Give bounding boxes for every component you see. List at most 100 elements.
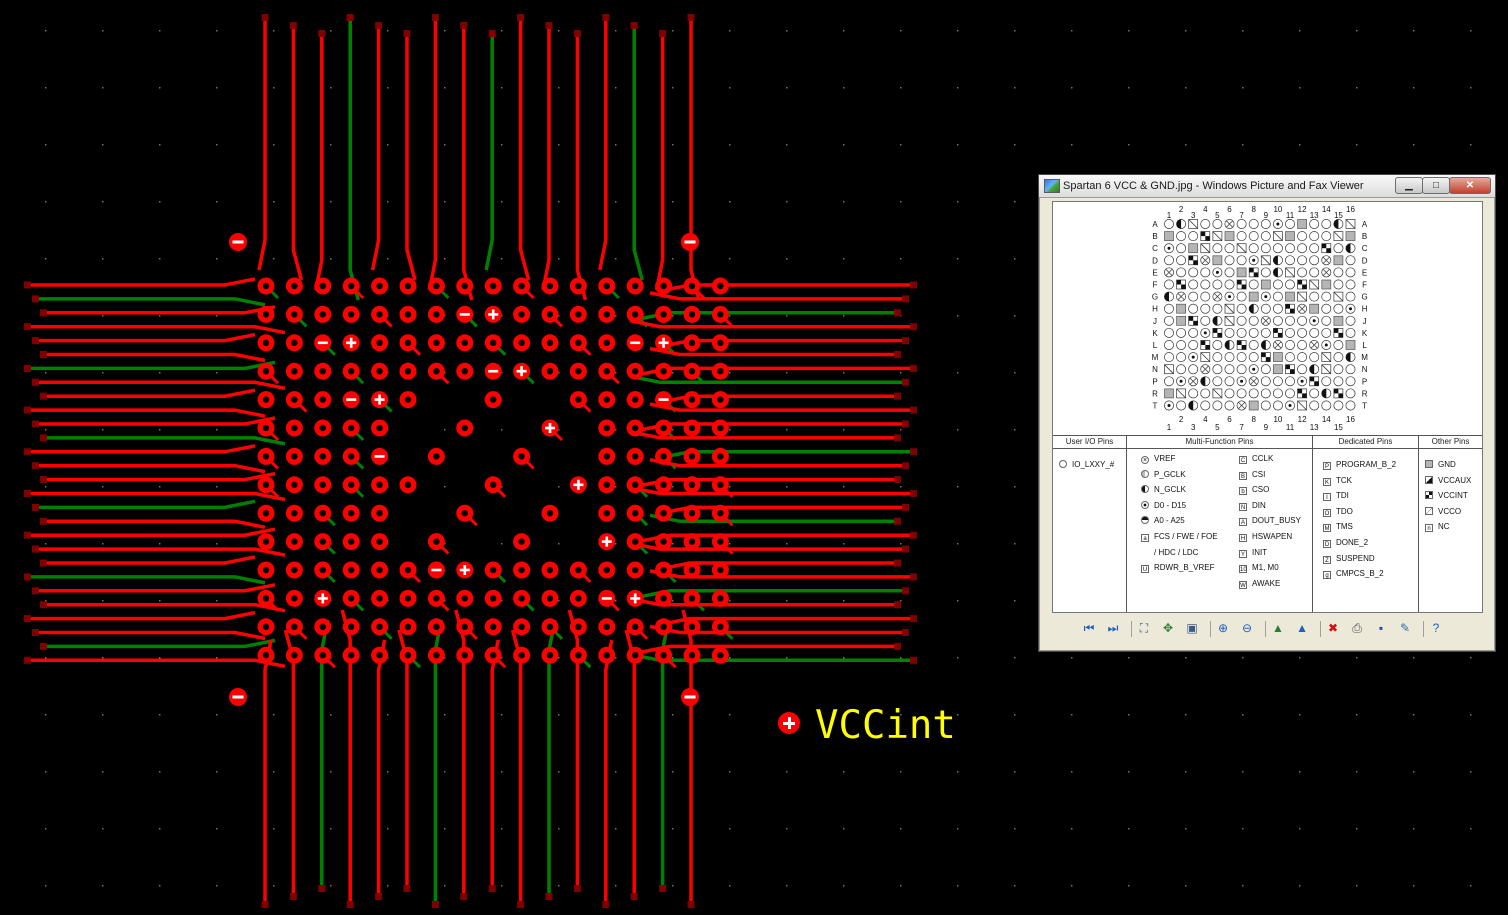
rotate-clockwise-icon[interactable]: ▲ [1272,621,1284,635]
legend-item: 10 M1, M0 [1239,563,1279,574]
pad [626,447,644,465]
pad [541,561,559,579]
pad [456,419,474,437]
pad [342,305,360,323]
trace [28,277,256,287]
pin-cell [1181,284,1186,289]
pad-array [257,277,729,664]
O-box-icon: O [1323,508,1331,517]
trace-end-pad [289,893,297,900]
trace [376,639,387,897]
trace [490,639,500,889]
help-icon[interactable]: ? [1432,621,1440,635]
previous-image-icon[interactable]: ⏮ [1083,621,1095,635]
pin-cell [1349,307,1352,311]
pin-cell [1333,315,1344,326]
pin-cell [1338,393,1343,398]
gnd-minus-icon [681,233,699,251]
pin-cell [1309,243,1320,254]
rotate-counterclockwise-icon[interactable]: ▲ [1296,621,1308,635]
trace [639,422,906,432]
pin-cell [1290,369,1295,374]
pad [257,561,275,579]
slideshow-icon[interactable]: ▣ [1186,621,1198,635]
close-button[interactable]: ✕ [1449,177,1491,194]
next-image-icon[interactable]: ⏭ [1107,621,1119,635]
best-fit-icon[interactable]: ⛶ [1139,621,1149,635]
pin-cell [1248,352,1259,363]
pin-cell [1226,220,1233,228]
gnd-minus-icon [681,688,699,706]
row-letter: G [1152,293,1158,302]
pad [456,334,474,352]
pad [371,362,389,380]
trace [649,291,906,301]
pin-cell [1272,400,1283,411]
pin-cell [1345,291,1356,302]
save-icon[interactable]: ▪ [1378,621,1384,635]
pad [456,589,474,607]
row-letter: B [1152,232,1157,241]
minimize-button[interactable]: ▁ [1395,177,1423,194]
picture-viewer-window[interactable]: Spartan 6 VCC & GND.jpg - Windows Pictur… [1038,174,1496,652]
trace-end-pad [460,22,468,29]
pad [513,305,531,323]
legend-item-label: TDO [1336,506,1353,516]
pin-cell [1272,376,1283,387]
pin-cell [1248,315,1259,326]
trace [427,18,438,291]
pad [427,646,445,664]
pin-cell [1272,303,1283,314]
pin-cell [1236,303,1247,314]
C-box-icon: C [1239,456,1247,464]
pin-cell [1264,295,1268,299]
pin-cell [1285,388,1295,399]
pinout-diagram: 1133557799111113131515224466881010121214… [1152,205,1369,432]
pad [626,589,644,607]
viewer-titlebar[interactable]: Spartan 6 VCC & GND.jpg - Windows Pictur… [1039,175,1495,198]
pad [314,646,332,664]
pin-cell [1224,279,1235,290]
pad [399,589,417,607]
actual-size-icon[interactable]: ✥ [1162,621,1174,635]
pin-cell [1188,219,1198,229]
pin-cell [1285,304,1290,309]
trace-end-pad [910,406,917,414]
pin-cell [1188,340,1199,350]
row-letter: A [1152,220,1158,229]
pad [569,334,587,352]
zoom-in-icon[interactable]: ⊕ [1217,621,1229,635]
pad [427,362,445,380]
trace [604,639,614,905]
slash-box-icon [1425,506,1433,515]
print-icon[interactable]: ⎙ [1352,621,1362,635]
row-letter: T [1362,402,1367,411]
maximize-button[interactable]: □ [1422,177,1450,194]
pad [655,277,673,295]
pin-cell [1302,393,1307,398]
10-box-icon: 10 [1239,565,1247,574]
zoom-out-icon[interactable]: ⊖ [1241,621,1253,635]
legend-item: a FCS / FWE / FOE [1141,532,1218,542]
row-letter: K [1362,329,1368,338]
pad [371,334,389,352]
pin-cell [1212,279,1223,290]
pin-cell [1164,376,1174,387]
pin-cell [1224,243,1235,254]
delete-icon[interactable]: ✖ [1327,621,1339,635]
legend-item-label: P_GCLK [1154,469,1186,479]
pin-cell [1248,388,1259,399]
pad [711,362,729,380]
pad [655,362,673,380]
edit-icon[interactable]: ✎ [1399,621,1411,635]
image-display-area[interactable]: 1 1 3 3 5 5 7 7 9 9 11 11 13 13 15 15 2 2 4 4 6 6 8 8 10 10 12 12 14… [1052,201,1483,613]
trace [44,519,266,530]
legend-item: D DONE_2 [1323,538,1368,548]
trace-end-pad [488,30,496,37]
pin-cell [1309,231,1320,242]
pin-cell [1333,219,1339,229]
pin-cell [1345,255,1356,266]
column-number: 14 [1322,205,1331,214]
pin-cell [1228,295,1231,299]
